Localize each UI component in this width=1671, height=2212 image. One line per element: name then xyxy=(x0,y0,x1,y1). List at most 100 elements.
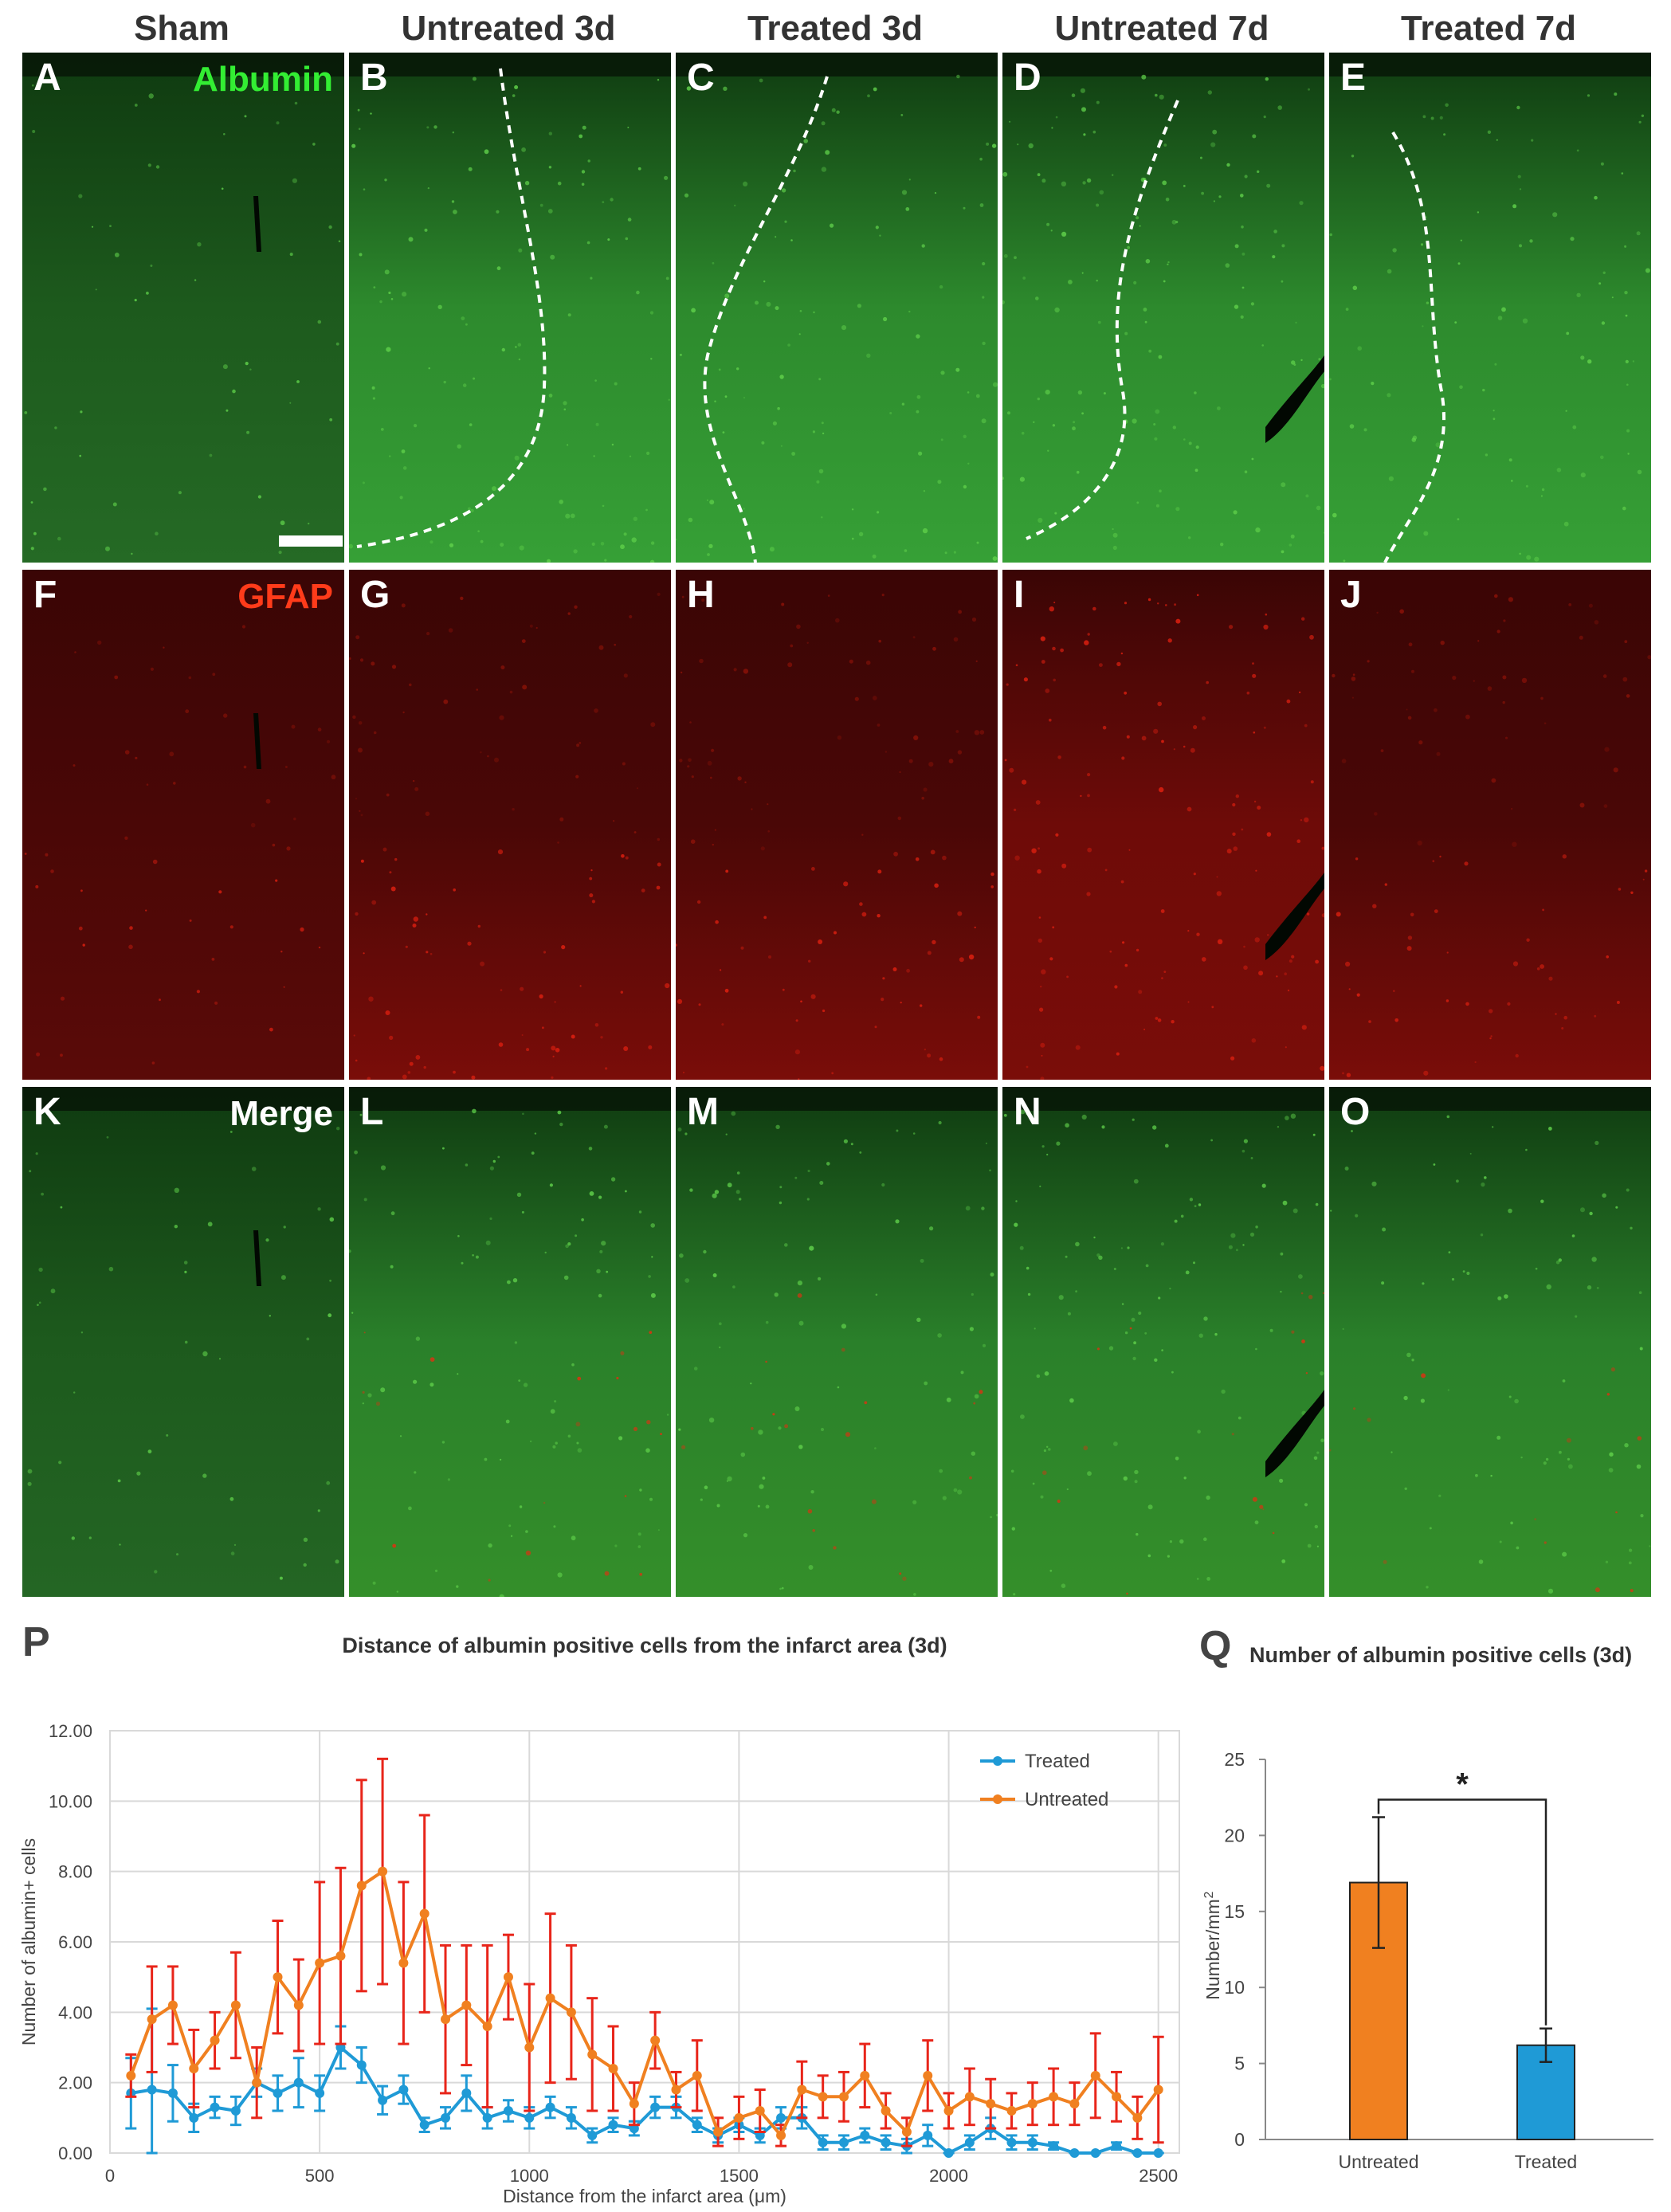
y-tick-label: 10 xyxy=(1224,1977,1245,1998)
data-point xyxy=(838,2137,849,2147)
panel-label-k: K xyxy=(33,1091,61,1133)
x-tick-label: 0 xyxy=(105,2166,115,2186)
y-tick-label: 0 xyxy=(1234,2129,1245,2150)
data-point xyxy=(797,2085,807,2095)
data-point xyxy=(838,2092,849,2102)
y-tick-label: 25 xyxy=(1224,1749,1245,1770)
data-point xyxy=(524,2112,535,2123)
column-header-treated-7d: Treated 7d xyxy=(1400,9,1577,48)
data-point xyxy=(356,2060,367,2070)
data-point xyxy=(230,2106,241,2116)
data-point xyxy=(943,2106,954,2116)
data-point xyxy=(587,2049,598,2060)
figure-letter-p: P xyxy=(22,1619,50,1665)
data-point xyxy=(1049,2141,1059,2151)
panel-label-e: E xyxy=(1340,57,1367,99)
data-point xyxy=(818,2092,828,2102)
data-point xyxy=(692,2120,702,2130)
data-point xyxy=(147,2014,157,2025)
x-tick-label: 2000 xyxy=(929,2166,968,2186)
figure-letter-q: Q xyxy=(1199,1623,1232,1669)
panel-label-l: L xyxy=(360,1091,384,1133)
data-point xyxy=(566,2112,576,2123)
data-point xyxy=(1027,2137,1038,2147)
micrograph-panel-a: A Albumin xyxy=(22,53,344,563)
data-point xyxy=(461,2000,472,2010)
data-point xyxy=(461,2088,472,2098)
data-point xyxy=(273,1972,283,1983)
y-tick-label: 10.00 xyxy=(49,1791,92,1811)
x-category-label: Treated xyxy=(1515,2151,1577,2172)
x-tick-label: 1500 xyxy=(720,2166,759,2186)
data-point xyxy=(1112,2092,1122,2102)
micrograph-panel-k: K Merge xyxy=(22,1087,344,1597)
data-point xyxy=(1132,2112,1143,2123)
stain-marker-gfap: GFAP xyxy=(237,577,333,616)
scale-bar xyxy=(279,535,343,547)
data-point xyxy=(608,2120,618,2130)
stain-marker-merge: Merge xyxy=(229,1094,333,1133)
data-point xyxy=(398,2085,409,2095)
data-point xyxy=(881,2106,891,2116)
series-line xyxy=(129,1869,1160,2139)
data-point xyxy=(1132,2148,1143,2158)
micrograph-panel-d: D xyxy=(1002,53,1324,563)
y-axis-label: Number/mm xyxy=(1202,1899,1223,2000)
data-point xyxy=(566,2007,576,2018)
panel-label-d: D xyxy=(1014,57,1041,99)
chart-title: Distance of albumin positive cells from … xyxy=(342,1634,947,1657)
data-point xyxy=(147,2085,157,2095)
data-point xyxy=(943,2148,954,2158)
data-point xyxy=(503,1972,513,1983)
data-point xyxy=(419,2120,430,2130)
legend-marker xyxy=(993,1794,1002,1804)
data-point xyxy=(1069,2148,1080,2158)
micrograph-panel-g: G xyxy=(349,570,671,1080)
data-point xyxy=(818,2137,828,2147)
data-point xyxy=(210,2035,220,2045)
data-point xyxy=(293,2077,304,2088)
data-point xyxy=(441,2014,451,2025)
data-point xyxy=(1027,2099,1038,2109)
data-point xyxy=(293,2000,304,2010)
y-tick-label: 15 xyxy=(1224,1901,1245,1922)
panel-label-m: M xyxy=(687,1091,719,1133)
chart-title: Number of albumin positive cells (3d) xyxy=(1249,1643,1632,1667)
micrograph-panel-l: L xyxy=(349,1087,671,1597)
data-point xyxy=(1006,2106,1017,2116)
data-point xyxy=(378,1866,388,1877)
data-point xyxy=(650,2102,661,2112)
data-point xyxy=(503,2106,513,2116)
data-point xyxy=(189,2112,199,2123)
legend-marker xyxy=(993,1756,1002,1766)
significance-bracket xyxy=(1377,1798,1547,2026)
data-point xyxy=(1112,2141,1122,2151)
data-point xyxy=(587,2130,598,2140)
data-point xyxy=(964,2137,975,2147)
micrograph-panel-b: B xyxy=(349,53,671,563)
data-point xyxy=(273,2088,283,2098)
panel-label-g: G xyxy=(360,574,390,616)
data-point xyxy=(545,2102,555,2112)
data-point xyxy=(230,2000,241,2010)
data-point xyxy=(923,2130,933,2140)
panel-label-o: O xyxy=(1340,1091,1371,1133)
data-point xyxy=(167,2000,178,2010)
data-point xyxy=(126,2070,136,2081)
data-point xyxy=(1006,2137,1017,2147)
data-point xyxy=(315,2088,325,2098)
data-point xyxy=(734,2112,744,2123)
column-header-untreated-7d: Untreated 7d xyxy=(1054,9,1269,48)
y-tick-label: 6.00 xyxy=(58,1932,92,1952)
series-untreated xyxy=(125,1757,1164,2147)
micrograph-panel-h: H xyxy=(676,570,998,1080)
data-point xyxy=(650,2035,661,2045)
y-axis-label: Number of albumin+ cells xyxy=(18,1838,39,2045)
stain-marker-albumin: Albumin xyxy=(193,60,333,99)
bar-chart-albumin-count: Number of albumin positive cells (3d) 0 5 1… xyxy=(1202,1643,1653,2172)
data-point xyxy=(671,2085,681,2095)
data-point xyxy=(482,2112,492,2123)
micrograph-panel-c: C xyxy=(676,53,998,563)
y-axis-label-superscript: 2 xyxy=(1202,1892,1216,1899)
micrograph-panel-j: J xyxy=(1329,570,1651,1080)
